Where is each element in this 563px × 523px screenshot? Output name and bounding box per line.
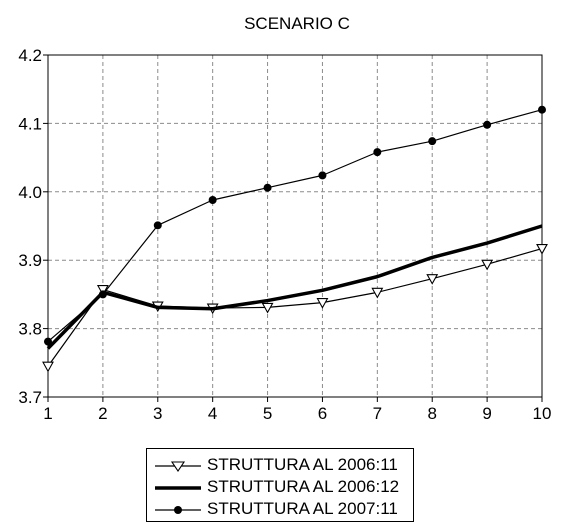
data-point (208, 196, 217, 205)
grid-lines (48, 55, 542, 397)
data-point (98, 290, 107, 299)
data-point (42, 361, 54, 373)
legend-entry-2006-12: STRUTTURA AL 2006:12 (147, 476, 413, 498)
series-line (47, 109, 543, 343)
data-point (153, 221, 162, 230)
x-tick-label: 2 (98, 404, 107, 423)
y-tick-label: 3.8 (18, 320, 42, 339)
data-point (318, 171, 327, 180)
series-1 (42, 244, 548, 373)
data-point (371, 287, 384, 299)
x-tick-label: 4 (208, 404, 217, 423)
legend-entry-2007-11: STRUTTURA AL 2007:11 (147, 498, 413, 520)
data-point (373, 148, 382, 157)
y-tick-label: 4.1 (18, 114, 42, 133)
data-point (538, 105, 546, 114)
thick-line-icon (155, 486, 201, 490)
legend-label: STRUTTURA AL 2007:11 (207, 499, 398, 518)
x-tick-label: 10 (533, 404, 552, 423)
legend-label: STRUTTURA AL 2006:11 (207, 455, 398, 474)
x-tick-label: 1 (43, 404, 52, 423)
data-point (316, 298, 329, 309)
legend-label: STRUTTURA AL 2006:12 (207, 477, 400, 496)
series-layer (42, 105, 548, 373)
data-point (96, 285, 109, 296)
data-point (481, 259, 494, 271)
series-2 (46, 224, 543, 350)
series-line (46, 224, 543, 350)
x-tick-label: 8 (427, 404, 436, 423)
chart-title: SCENARIO C (244, 14, 350, 33)
data-point (426, 274, 439, 285)
series-3 (44, 105, 546, 346)
data-point (428, 137, 437, 146)
data-point (536, 244, 548, 255)
y-tick-label: 3.9 (18, 251, 42, 270)
circle-marker-icon (155, 506, 201, 514)
triangle-marker-icon (155, 461, 201, 472)
y-tick-label: 3.7 (18, 388, 42, 407)
x-tick-label: 9 (482, 404, 491, 423)
y-tick-label: 4.0 (18, 183, 42, 202)
data-point (44, 337, 52, 346)
y-axis: 3.7 3.8 3.9 4.0 4.1 4.2 (18, 46, 48, 407)
data-point (263, 183, 272, 192)
legend: STRUTTURA AL 2006:11 STRUTTURA AL 2006:1… (146, 448, 414, 522)
x-tick-label: 5 (263, 404, 272, 423)
series-line (47, 247, 543, 367)
legend-entry-2006-11: STRUTTURA AL 2006:11 (147, 454, 413, 476)
data-point (261, 302, 274, 314)
x-tick-label: 3 (153, 404, 162, 423)
plot-area-border (47, 54, 543, 398)
y-tick-label: 4.2 (18, 46, 42, 65)
x-axis: 1 2 3 4 5 6 7 8 9 10 (43, 397, 551, 423)
x-tick-label: 6 (318, 404, 327, 423)
x-tick-label: 7 (373, 404, 382, 423)
data-point (483, 120, 492, 129)
